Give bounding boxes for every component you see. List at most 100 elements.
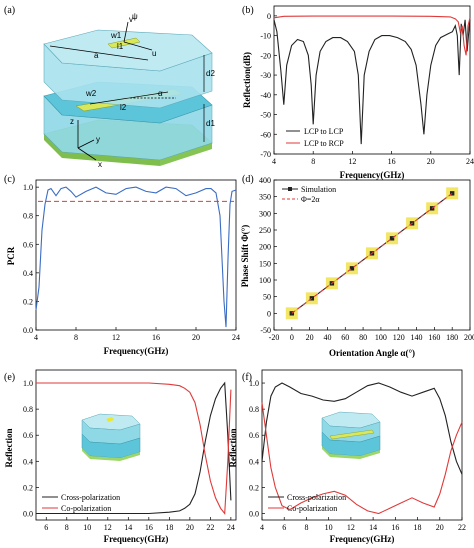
v-axis bbox=[123, 21, 129, 43]
ytick-label-c-3: 0.6 bbox=[23, 240, 33, 249]
xtick-label-d-6: 100 bbox=[375, 333, 387, 342]
label-x: x bbox=[98, 160, 102, 169]
xlabel-d: Orientation Angle α(°) bbox=[329, 348, 415, 358]
plot-frame-e bbox=[35, 369, 237, 521]
series-line-f-1 bbox=[261, 402, 463, 515]
ytick-label-f-1: 0.2 bbox=[249, 483, 259, 492]
xtick-label-b-0: 4 bbox=[272, 157, 276, 166]
ytick-label-b-1: -10 bbox=[260, 32, 271, 41]
label-l2: l2 bbox=[120, 103, 127, 112]
panel-c: (c) 4 8 12 16 20 24 0.0 0.2 0.4 0.6 0.8 1.0 Frequen… bbox=[4, 174, 240, 356]
xtick-label-d-3: 40 bbox=[323, 333, 331, 342]
ytick-label-d-2: 50 bbox=[263, 293, 271, 302]
inset-structure-e bbox=[81, 413, 141, 461]
dim-l2-line bbox=[89, 91, 169, 105]
ylabel-c: PCR bbox=[6, 246, 16, 265]
xtick-label-f-7: 18 bbox=[414, 523, 422, 532]
panel-label-b: (b) bbox=[242, 5, 254, 16]
ytick-label-c-0: 0.0 bbox=[23, 326, 33, 335]
xtick-label-e-1: 8 bbox=[65, 523, 69, 532]
ytick-label-b-2: -20 bbox=[260, 51, 271, 60]
ground-layer-side bbox=[44, 134, 62, 158]
y-axis-icon bbox=[77, 139, 95, 149]
ytick-label-e-3: 0.6 bbox=[23, 431, 33, 440]
xtick-label-e-5: 16 bbox=[145, 523, 153, 532]
upper-dielectric-top bbox=[43, 29, 213, 72]
ytick-label-f-5: 1.0 bbox=[249, 379, 259, 388]
legend-f-label-2: Co-polarization bbox=[287, 504, 337, 513]
ylabel-f: Reflection bbox=[228, 429, 238, 468]
xtick-label-c-0: 4 bbox=[34, 333, 38, 342]
legend-f-label-1: Cross-polarization bbox=[287, 493, 346, 502]
data-point-3 bbox=[349, 266, 355, 271]
xlabel-f: Frequency(GHz) bbox=[330, 534, 395, 544]
ytick-label-d-0: -50 bbox=[260, 326, 271, 335]
ytick-label-e-1: 0.2 bbox=[23, 483, 33, 492]
series-c bbox=[35, 186, 237, 328]
series-e bbox=[36, 381, 232, 515]
label-d2: d2 bbox=[206, 69, 215, 78]
ytick-label-e-4: 0.8 bbox=[23, 405, 33, 414]
xtick-label-d-11: 200 bbox=[464, 333, 474, 342]
panel-d: (d) -20 0 20 40 60 80 100 120 140 160 180 200 -50 0 50… bbox=[240, 174, 474, 358]
xtick-label-e-7: 20 bbox=[186, 523, 194, 532]
panel-label-c: (c) bbox=[4, 174, 15, 185]
ylabel-b: Reflection(dB) bbox=[242, 52, 252, 108]
panel-label-f: (f) bbox=[242, 372, 252, 383]
data-point-8 bbox=[449, 191, 455, 196]
panel-label-e: (e) bbox=[4, 372, 15, 383]
ytick-label-d-3: 100 bbox=[259, 276, 271, 285]
xtick-label-c-1: 8 bbox=[74, 333, 78, 342]
series-f bbox=[261, 382, 463, 515]
ytick-label-d-6: 250 bbox=[259, 226, 271, 235]
ytick-label-c-4: 0.8 bbox=[23, 212, 33, 221]
xtick-label-d-7: 120 bbox=[393, 333, 405, 342]
ytick-label-f-2: 0.4 bbox=[249, 457, 259, 466]
xlabel-b: Frequency(GHz) bbox=[340, 170, 405, 180]
xtick-label-f-8: 20 bbox=[436, 523, 444, 532]
xtick-label-f-2: 8 bbox=[304, 523, 308, 532]
inset-structure-f bbox=[321, 411, 381, 459]
label-psi: ψ bbox=[132, 12, 138, 21]
ytick-label-e-5: 1.0 bbox=[23, 379, 33, 388]
xlabel-c: Frequency(GHz) bbox=[104, 346, 169, 356]
label-u: u bbox=[152, 49, 156, 58]
xtick-label-e-0: 6 bbox=[44, 523, 48, 532]
series-line-e-1 bbox=[36, 382, 232, 515]
legend-e-label-1: Cross-polarization bbox=[61, 493, 120, 502]
xtick-label-f-5: 14 bbox=[369, 523, 377, 532]
data-point-0 bbox=[289, 311, 295, 316]
label-alpha: α bbox=[158, 89, 163, 98]
series-line-b-0 bbox=[273, 17, 471, 145]
series-line-e-0 bbox=[36, 381, 232, 515]
ylabel-e: Reflection bbox=[4, 429, 14, 468]
xtick-label-d-8: 140 bbox=[411, 333, 423, 342]
xtick-label-d-2: 20 bbox=[306, 333, 314, 342]
label-y: y bbox=[96, 135, 100, 144]
data-point-5 bbox=[389, 236, 395, 241]
legend-e-label-2: Co-polarization bbox=[61, 504, 111, 513]
xtick-label-f-3: 10 bbox=[325, 523, 333, 532]
ytick-label-d-9: 400 bbox=[259, 176, 271, 185]
ticks-d: -20 0 20 40 60 80 100 120 140 160 180 200 -50 0 50 100 1… bbox=[259, 176, 474, 342]
plot-frame-d bbox=[273, 179, 471, 331]
x-axis-icon bbox=[77, 147, 97, 161]
xtick-label-d-10: 180 bbox=[446, 333, 458, 342]
ytick-label-c-5: 1.0 bbox=[23, 183, 33, 192]
ticks-e: 6 8 10 12 14 16 18 20 22 24 0.0 0.2 0.4 0.6 0.8 1.0 bbox=[23, 379, 235, 532]
panel-label-a: (a) bbox=[4, 5, 15, 16]
xtick-label-d-5: 80 bbox=[359, 333, 367, 342]
xtick-label-d-1: 0 bbox=[290, 333, 294, 342]
label-w2: w2 bbox=[85, 89, 97, 98]
series-line-f-0 bbox=[261, 382, 463, 475]
plot-frame-f bbox=[261, 369, 463, 521]
xtick-label-f-0: 4 bbox=[260, 523, 264, 532]
xtick-label-f-9: 22 bbox=[458, 523, 466, 532]
upper-strip bbox=[107, 37, 141, 49]
xtick-label-d-0: -20 bbox=[269, 333, 280, 342]
u-axis bbox=[123, 41, 153, 51]
legend-d-marker-1 bbox=[288, 187, 292, 191]
xtick-label-c-5: 24 bbox=[232, 333, 240, 342]
ytick-label-d-4: 150 bbox=[259, 259, 271, 268]
xtick-label-c-2: 12 bbox=[112, 333, 120, 342]
